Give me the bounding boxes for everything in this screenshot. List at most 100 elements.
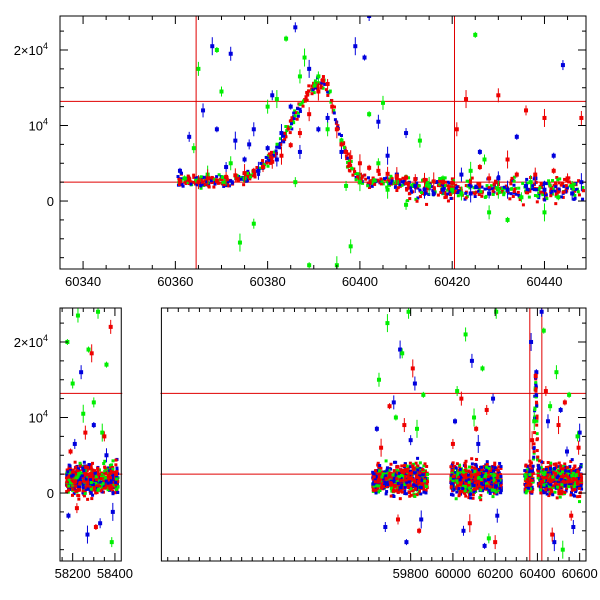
cloud-point bbox=[551, 484, 555, 488]
cloud-point bbox=[544, 467, 548, 471]
cloud-point bbox=[528, 189, 532, 193]
top-point-red bbox=[413, 177, 418, 182]
cloud-point bbox=[478, 182, 482, 186]
cloud-point bbox=[400, 483, 404, 487]
cloud-point bbox=[467, 478, 471, 482]
bottom-point-green bbox=[463, 332, 468, 337]
cloud-point bbox=[82, 460, 86, 464]
cloud-point bbox=[399, 479, 403, 483]
top-point-green bbox=[468, 168, 473, 173]
cloud-point bbox=[467, 473, 471, 477]
cloud-point bbox=[485, 184, 489, 188]
top-point-red bbox=[177, 179, 182, 184]
cloud-point bbox=[461, 486, 465, 490]
cloud-point bbox=[473, 469, 477, 473]
cloud-point bbox=[112, 472, 116, 476]
cloud-point bbox=[425, 180, 429, 184]
cloud-point bbox=[557, 470, 561, 474]
cloud-point bbox=[567, 472, 571, 476]
cloud-point bbox=[96, 469, 100, 473]
cloud-point bbox=[509, 182, 513, 186]
cloud-point bbox=[538, 488, 542, 492]
cloud-point bbox=[384, 492, 388, 496]
cloud-point bbox=[415, 493, 419, 497]
cloud-point bbox=[404, 468, 408, 472]
cloud-point bbox=[474, 467, 478, 471]
cloud-point bbox=[552, 477, 556, 481]
cloud-point bbox=[548, 477, 552, 481]
cloud-point bbox=[472, 186, 476, 190]
top-panel-axes: 60340 60360 60380 60400 60420 60440 0 104 2×104 bbox=[14, 15, 587, 289]
cloud-point bbox=[303, 99, 307, 103]
cloud-point bbox=[495, 492, 499, 496]
cloud-point bbox=[202, 182, 206, 186]
bottom-point-red bbox=[108, 324, 113, 329]
cloud-point bbox=[521, 181, 525, 185]
cloud-point bbox=[449, 465, 453, 469]
cloud-point bbox=[311, 88, 315, 92]
cloud-point bbox=[74, 484, 78, 488]
cloud-point bbox=[68, 487, 72, 491]
top-point-green bbox=[496, 187, 501, 192]
cloud-point bbox=[384, 472, 388, 476]
top-point-red bbox=[279, 153, 284, 158]
cloud-point bbox=[189, 182, 193, 186]
cloud-point bbox=[556, 187, 560, 191]
cloud-point bbox=[416, 478, 420, 482]
cloud-point bbox=[407, 480, 411, 484]
bottom-point-blue bbox=[66, 513, 71, 518]
cloud-point bbox=[89, 476, 93, 480]
cloud-point bbox=[85, 469, 89, 473]
cloud-point bbox=[286, 127, 290, 131]
cloud-point bbox=[464, 478, 468, 482]
cloud-point bbox=[532, 451, 536, 455]
cloud-point bbox=[374, 488, 378, 492]
cloud-point bbox=[463, 485, 467, 489]
bottom-point-green bbox=[472, 415, 477, 420]
top-point-red bbox=[224, 174, 229, 179]
cloud-point bbox=[378, 475, 382, 479]
cloud-point bbox=[513, 191, 517, 195]
cloud-point bbox=[313, 79, 317, 83]
cloud-point bbox=[532, 450, 536, 454]
cloud-point bbox=[464, 191, 468, 195]
cloud-point bbox=[382, 477, 386, 481]
cloud-point bbox=[495, 186, 499, 190]
cloud-point bbox=[543, 198, 547, 202]
cloud-point bbox=[457, 494, 461, 498]
cloud-point bbox=[78, 482, 82, 486]
top-point-green bbox=[459, 191, 464, 196]
cloud-point bbox=[91, 483, 95, 487]
top-point-green bbox=[182, 176, 187, 181]
cloud-point bbox=[571, 477, 575, 481]
top-point-red bbox=[251, 168, 256, 173]
cloud-point bbox=[111, 491, 115, 495]
cloud-point bbox=[563, 490, 567, 494]
top-point-green bbox=[237, 240, 242, 245]
bottom-series-blue bbox=[66, 308, 582, 552]
cloud-point bbox=[82, 475, 86, 479]
cloud-point bbox=[346, 152, 350, 156]
cloud-point bbox=[484, 472, 488, 476]
top-ytick-label: 0 bbox=[47, 194, 54, 209]
cloud-point bbox=[289, 119, 293, 123]
cloud-point bbox=[192, 180, 196, 184]
cloud-point bbox=[467, 480, 471, 484]
cloud-point bbox=[346, 156, 350, 160]
cloud-point bbox=[422, 482, 426, 486]
cloud-point bbox=[499, 466, 503, 470]
cloud-point bbox=[383, 480, 387, 484]
cloud-point bbox=[463, 489, 467, 493]
cloud-point bbox=[534, 381, 538, 385]
cloud-point bbox=[277, 143, 281, 147]
top-point-blue bbox=[514, 134, 519, 139]
cloud-point bbox=[295, 117, 299, 121]
cloud-point bbox=[407, 472, 411, 476]
cloud-point bbox=[478, 496, 482, 500]
cloud-point bbox=[532, 188, 536, 192]
bottom-point-red bbox=[379, 445, 384, 450]
cloud-point bbox=[395, 477, 399, 481]
cloud-point bbox=[74, 483, 78, 487]
top-point-blue bbox=[228, 51, 233, 56]
cloud-point bbox=[564, 184, 568, 188]
